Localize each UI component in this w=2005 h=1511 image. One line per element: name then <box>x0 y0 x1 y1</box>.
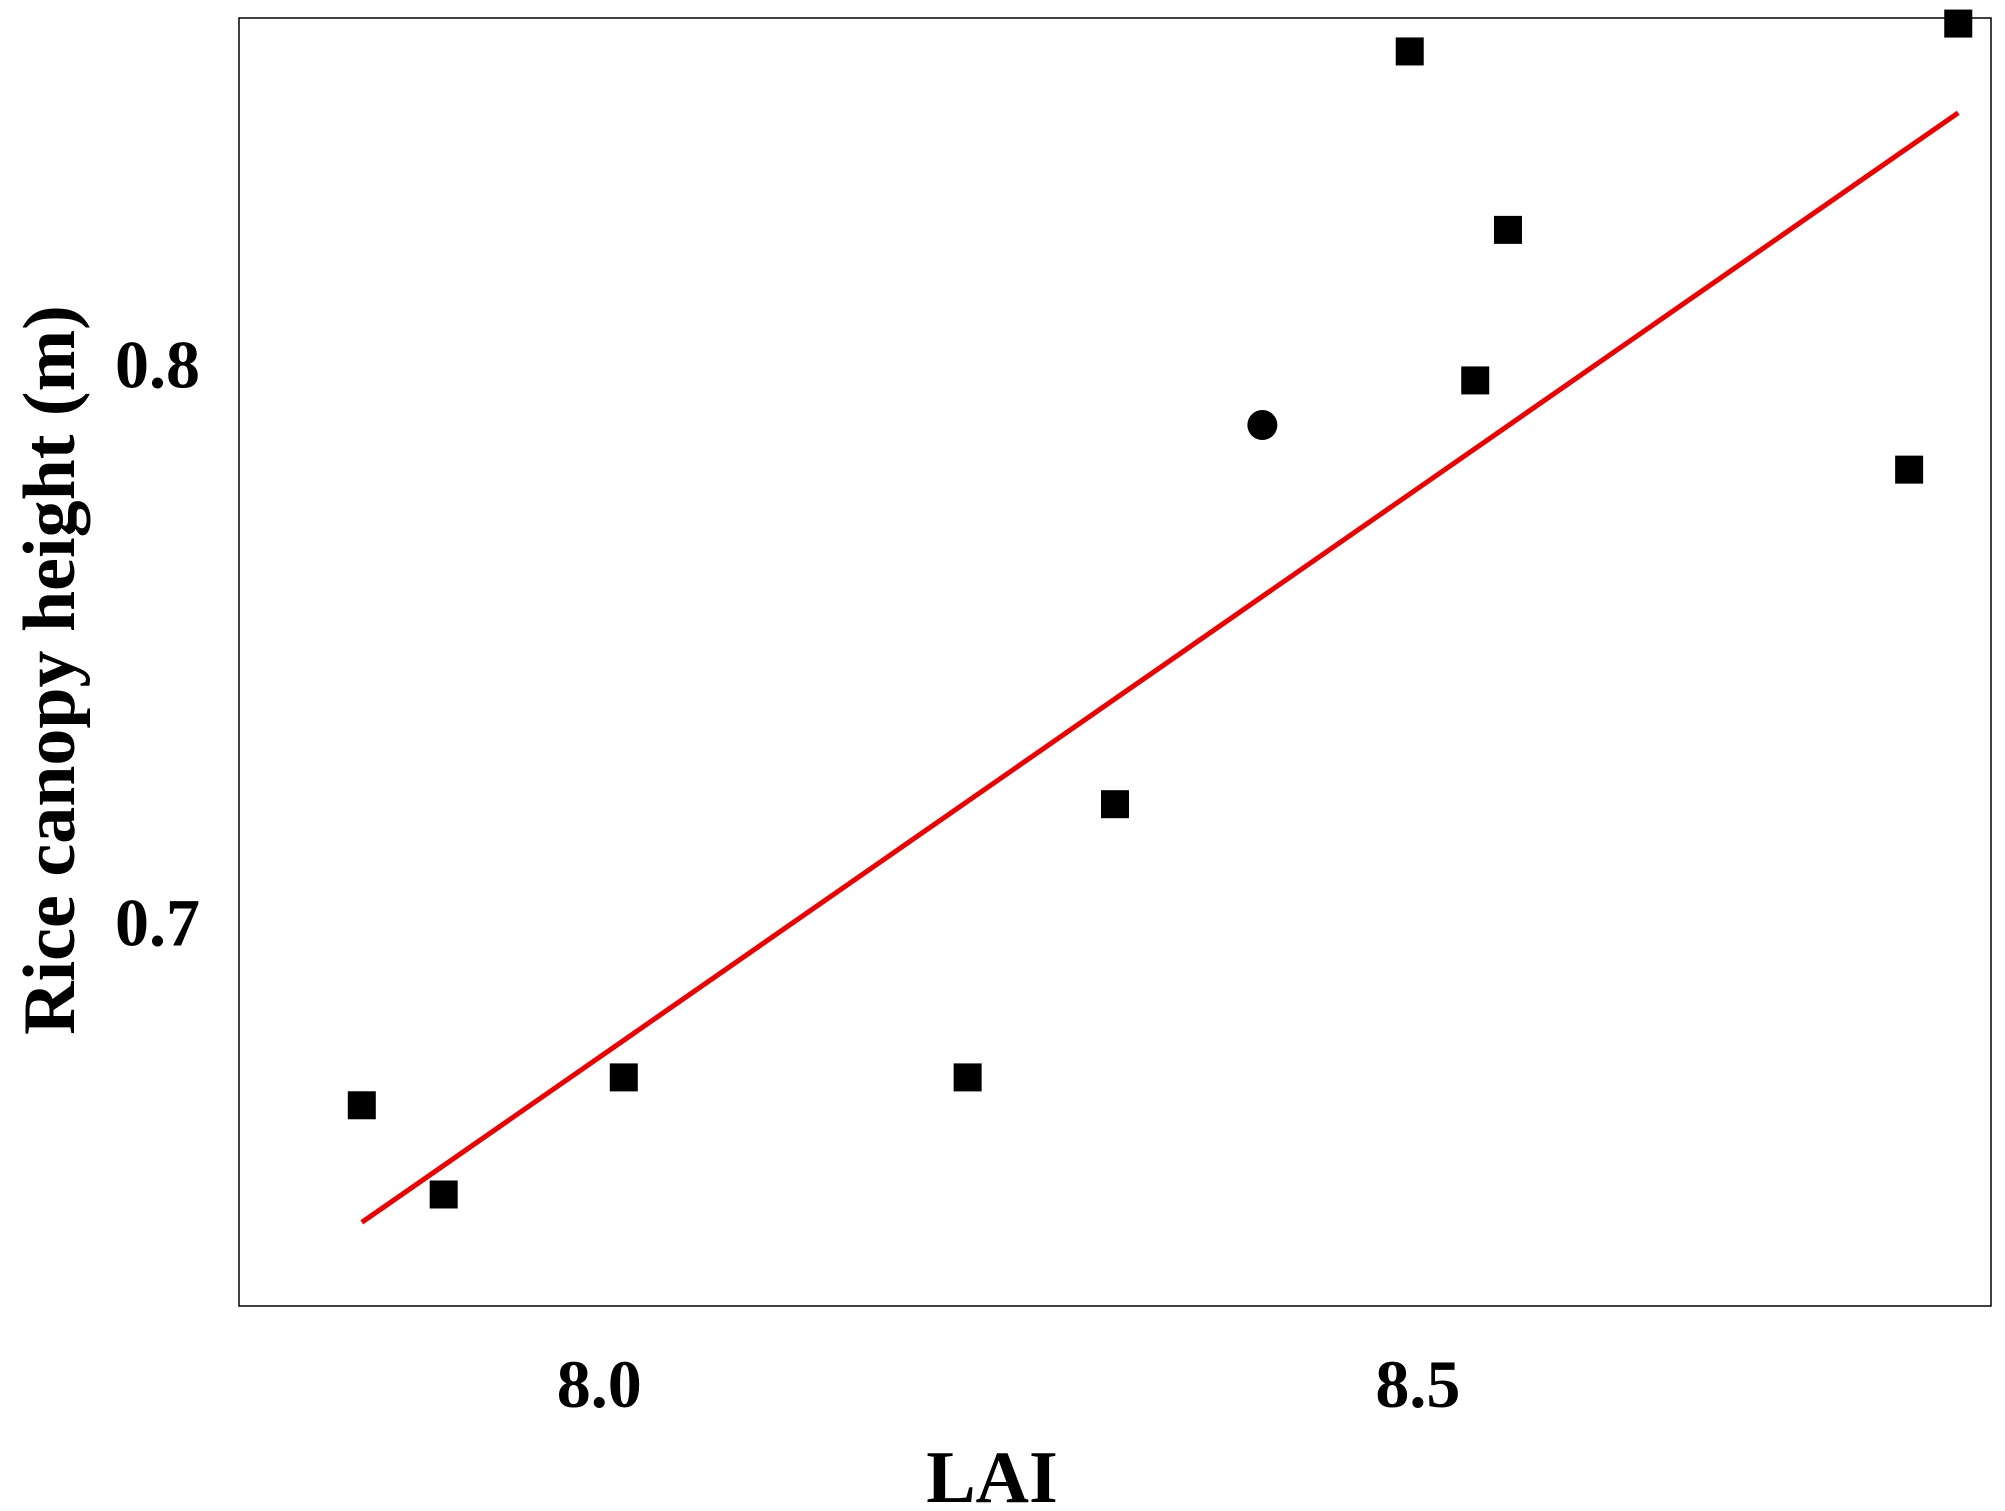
data-point-square <box>1101 790 1129 819</box>
x-axis-label: LAI <box>926 1437 1058 1511</box>
y-axis-tick-labels: 0.7 0.8 <box>115 327 200 961</box>
data-point-square <box>347 1091 376 1120</box>
regression-line <box>360 110 1960 1225</box>
data-point-circle <box>1247 410 1278 441</box>
x-axis-tick-labels: 8.0 8.5 <box>557 1346 1461 1422</box>
data-point-square <box>429 1180 458 1209</box>
x-tick-label: 8.0 <box>557 1346 642 1422</box>
y-tick-label: 0.7 <box>115 884 200 960</box>
x-tick-label: 8.5 <box>1375 1346 1460 1422</box>
data-point-square <box>609 1063 638 1092</box>
data-point-square <box>1895 455 1924 484</box>
data-point-square <box>1461 366 1490 395</box>
data-point-square <box>1944 9 1973 38</box>
fit-line-layer <box>360 110 1960 1225</box>
y-tick-label: 0.8 <box>115 327 200 403</box>
data-point-square <box>1493 215 1522 244</box>
y-axis-label: Rice canopy height (m) <box>9 305 91 1035</box>
data-point-square <box>953 1063 982 1092</box>
plot-area-frame <box>238 17 1992 1307</box>
data-point-square <box>1395 37 1424 66</box>
data-points-layer <box>347 9 1973 1209</box>
